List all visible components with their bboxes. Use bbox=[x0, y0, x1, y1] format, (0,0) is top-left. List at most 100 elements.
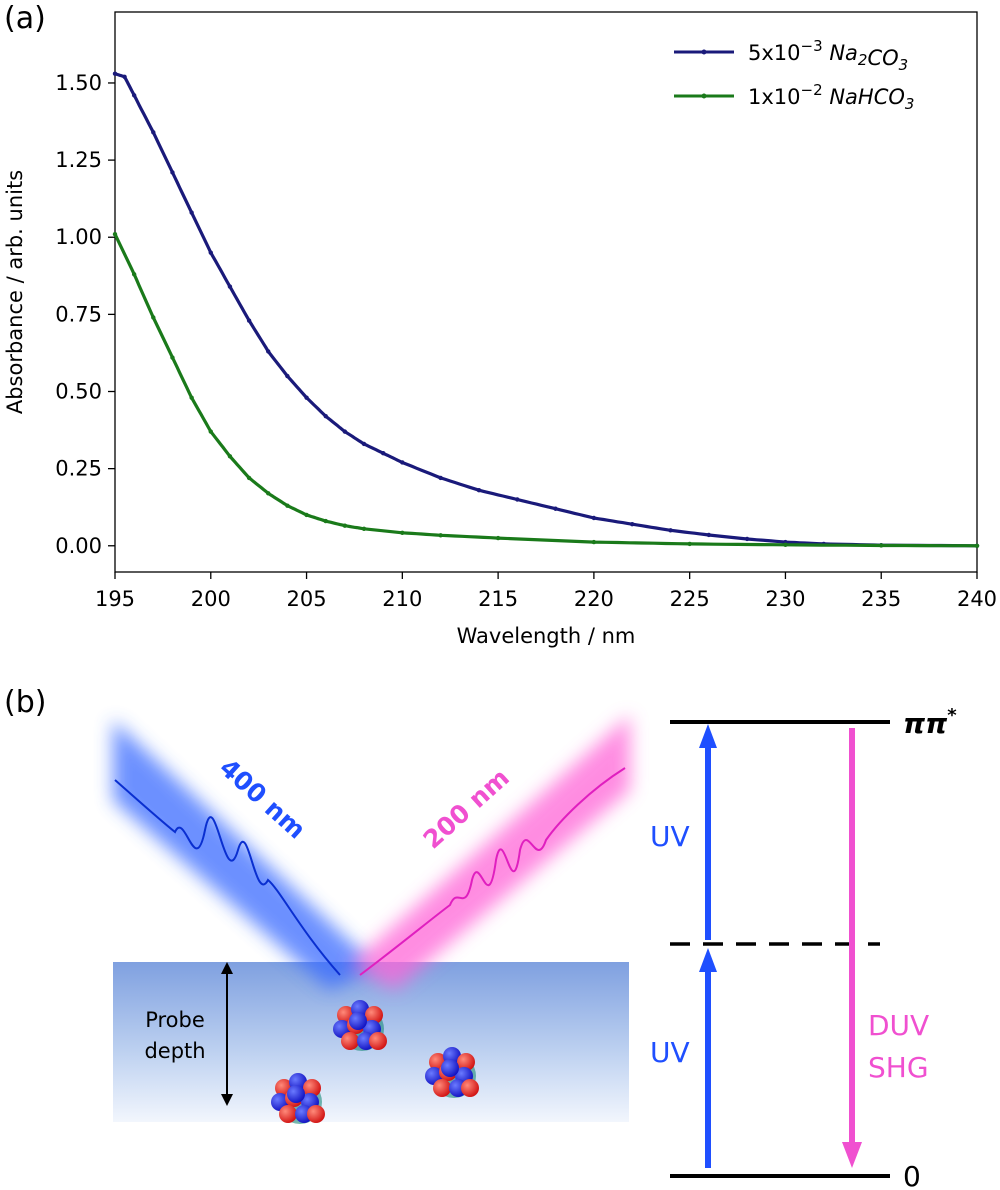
x-tick-label: 230 bbox=[765, 587, 805, 611]
data-point-1 bbox=[342, 523, 348, 528]
data-point-0 bbox=[361, 441, 367, 447]
probe-depth-arrow bbox=[221, 962, 233, 1106]
data-point-0 bbox=[553, 506, 558, 511]
uv-arrowhead-lower bbox=[699, 948, 717, 972]
plot-frame bbox=[114, 11, 978, 573]
series-line-1 bbox=[113, 233, 978, 548]
data-point-1 bbox=[112, 231, 118, 237]
atom bbox=[369, 1032, 387, 1050]
x-ticks: 195 200 205 210 215 220 225 230 235 240 bbox=[95, 572, 997, 611]
atom bbox=[307, 1105, 325, 1123]
data-point-0 bbox=[131, 93, 137, 98]
data-point-0 bbox=[189, 210, 194, 215]
y-ticks: 0.00 0.25 0.50 0.75 1.00 1.25 1.50 bbox=[55, 71, 115, 558]
data-point-0 bbox=[112, 71, 118, 76]
x-tick-label: 210 bbox=[382, 587, 422, 611]
x-tick-label: 205 bbox=[287, 587, 327, 611]
x-tick-label: 225 bbox=[670, 587, 710, 611]
data-point-1 bbox=[151, 315, 156, 320]
outgoing-beam bbox=[350, 715, 630, 990]
data-point-0 bbox=[227, 284, 233, 289]
data-point-0 bbox=[285, 373, 290, 379]
x-tick-label: 220 bbox=[574, 587, 614, 611]
data-point-0 bbox=[668, 528, 673, 533]
uv-label-upper: UV bbox=[650, 820, 690, 853]
data-point-0 bbox=[630, 521, 635, 527]
incoming-beam bbox=[113, 720, 375, 990]
molecule-cluster-surface bbox=[333, 1000, 387, 1051]
molecule-cluster-bulk-right bbox=[425, 1047, 479, 1098]
y-tick-label: 0.75 bbox=[55, 302, 102, 326]
atom bbox=[457, 1053, 475, 1071]
data-point-1 bbox=[687, 541, 692, 547]
atom bbox=[349, 1012, 367, 1030]
uv-label-lower: UV bbox=[650, 1036, 690, 1069]
duv-label-2: SHG bbox=[868, 1051, 929, 1084]
data-point-1 bbox=[591, 539, 597, 545]
data-point-0 bbox=[744, 536, 750, 542]
data-point-0 bbox=[706, 532, 712, 538]
atom bbox=[433, 1079, 451, 1097]
level-bottom-label: 0 bbox=[903, 1160, 921, 1190]
probe-depth-label-2: depth bbox=[144, 1039, 205, 1063]
data-point-1 bbox=[495, 535, 501, 541]
legend-marker-nahco3 bbox=[701, 93, 707, 99]
legend-marker-na2co3 bbox=[701, 49, 707, 55]
atom bbox=[365, 1006, 383, 1024]
data-point-1 bbox=[783, 542, 788, 548]
x-axis-label: Wavelength / nm bbox=[457, 624, 636, 648]
probe-depth-label-1: Probe bbox=[145, 1008, 205, 1032]
y-tick-label: 1.25 bbox=[55, 148, 102, 172]
energy-diagram bbox=[670, 720, 890, 1178]
data-point-0 bbox=[208, 250, 213, 255]
uv-arrowhead-upper bbox=[699, 724, 717, 748]
data-point-1 bbox=[285, 503, 290, 508]
data-point-0 bbox=[170, 170, 175, 175]
atom bbox=[303, 1079, 321, 1097]
legend-label-nahco3: 1x10−2 NaHCO3 bbox=[748, 81, 914, 113]
data-point-0 bbox=[438, 475, 443, 481]
data-point-0 bbox=[304, 395, 309, 400]
data-point-1 bbox=[304, 512, 309, 518]
data-point-1 bbox=[246, 475, 252, 481]
legend: 5x10−3 Na2CO3 1x10−2 NaHCO3 bbox=[674, 37, 914, 113]
data-point-0 bbox=[400, 460, 405, 465]
data-point-0 bbox=[266, 349, 271, 354]
atom bbox=[279, 1105, 297, 1123]
data-point-0 bbox=[476, 488, 482, 493]
y-tick-label: 1.00 bbox=[55, 225, 102, 249]
data-point-1 bbox=[189, 395, 194, 400]
data-point-1 bbox=[974, 543, 980, 548]
atom bbox=[461, 1079, 479, 1097]
data-point-0 bbox=[515, 497, 520, 502]
data-point-0 bbox=[323, 413, 328, 419]
data-point-0 bbox=[122, 74, 127, 79]
data-point-0 bbox=[246, 318, 252, 323]
data-point-1 bbox=[266, 491, 271, 496]
y-tick-label: 0.50 bbox=[55, 380, 102, 404]
molecule-cluster-bulk-left bbox=[271, 1073, 325, 1124]
y-axis-label: Absorbance / arb. units bbox=[3, 170, 27, 414]
chart-a: 195 200 205 210 215 220 225 230 235 240 0.000.250… bbox=[3, 11, 997, 648]
data-point-1 bbox=[361, 526, 367, 532]
data-point-0 bbox=[342, 429, 348, 434]
data-point-1 bbox=[400, 530, 405, 536]
y-tick-label: 1.50 bbox=[55, 71, 102, 95]
x-tick-label: 195 bbox=[95, 587, 135, 611]
data-point-0 bbox=[380, 451, 386, 456]
data-point-1 bbox=[323, 518, 328, 524]
beam-out-wave bbox=[359, 767, 626, 976]
x-tick-label: 200 bbox=[191, 587, 231, 611]
data-point-1 bbox=[208, 429, 213, 434]
x-tick-label: 215 bbox=[478, 587, 518, 611]
data-point-1 bbox=[438, 533, 443, 538]
series-group bbox=[112, 71, 980, 548]
atom bbox=[341, 1032, 359, 1050]
duv-label-1: DUV bbox=[868, 1009, 929, 1042]
atom bbox=[287, 1085, 305, 1103]
beam-in-wave bbox=[114, 779, 341, 976]
x-tick-label: 240 bbox=[957, 587, 997, 611]
y-tick-label: 0.00 bbox=[55, 534, 102, 558]
duv-arrowhead bbox=[842, 1142, 862, 1168]
